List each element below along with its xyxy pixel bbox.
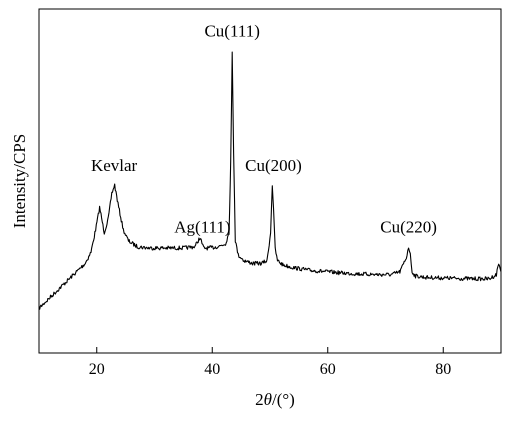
x-tick-label-80: 80 [435,361,451,378]
peak-label-2: Cu(111) [204,22,259,41]
x-axis-label: 2θ/(°) [255,390,295,409]
x-tick-label-60: 60 [320,361,336,378]
x-axis-label-theta: θ [264,390,272,409]
x-tick-label-40: 40 [204,361,220,378]
xrd-pattern-line [38,51,502,310]
x-axis-label-prefix: 2 [255,390,264,409]
x-axis-ticks [96,347,444,353]
peak-label-1: Ag(111) [174,218,230,237]
peak-annotations: Kevlar Ag(111) Cu(111) Cu(200) Cu(220) [91,22,437,237]
y-axis-label: Intensity/CPS [10,134,29,228]
x-axis-tick-labels: 20 40 60 80 [89,361,452,378]
peak-label-0: Kevlar [91,156,138,175]
peak-label-3: Cu(200) [245,156,302,175]
x-axis-label-unit: /(°) [272,390,295,409]
peak-label-4: Cu(220) [380,218,437,237]
plot-frame [38,8,502,354]
x-tick-label-20: 20 [89,361,105,378]
